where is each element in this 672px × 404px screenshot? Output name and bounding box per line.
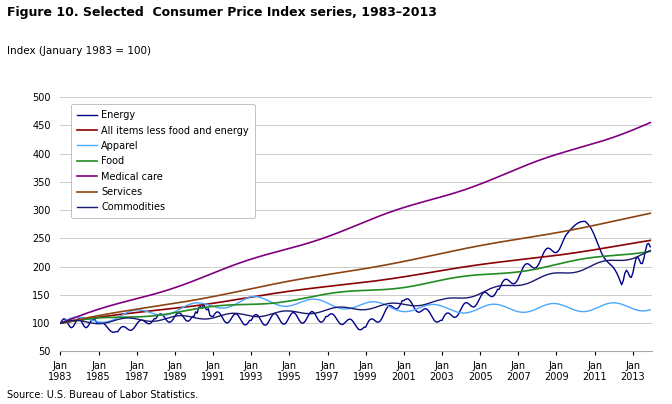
Commodities [95,321,103,326]
Commodities [646,248,655,253]
Energy [491,292,499,297]
Line: Services: Services [60,213,650,323]
Energy [579,219,587,224]
All items less food and energy [255,293,263,298]
Food [153,313,161,318]
Commodities [56,321,65,326]
Apparel [646,307,655,312]
Commodities [257,314,265,319]
Food [255,302,263,307]
Apparel [635,308,643,313]
All items less food and energy [489,261,497,265]
Medical care [357,221,365,226]
Text: Source: U.S. Bureau of Labor Statistics.: Source: U.S. Bureau of Labor Statistics. [7,390,198,400]
Services [357,267,365,272]
Medical care [56,321,65,326]
All items less food and energy [634,240,642,245]
Commodities [635,253,643,258]
Services [489,241,497,246]
Services [131,307,139,312]
Food [56,321,65,326]
Services [646,211,655,216]
Services [634,213,642,218]
Food [646,249,655,254]
Text: Figure 10. Selected  Consumer Price Index series, 1983–2013: Figure 10. Selected Consumer Price Index… [7,6,437,19]
Apparel [251,294,259,299]
All items less food and energy [131,310,139,315]
Line: Food: Food [60,251,650,323]
Energy [646,244,655,249]
Medical care [255,254,263,259]
Apparel [358,302,366,307]
Line: Energy: Energy [60,221,650,332]
Medical care [153,291,161,296]
Medical care [131,297,139,301]
Energy [109,330,117,335]
Food [357,288,365,293]
All items less food and energy [357,280,365,285]
Medical care [634,126,642,130]
Apparel [131,308,139,313]
Food [131,315,139,320]
Commodities [133,317,141,322]
Apparel [491,302,499,307]
All items less food and energy [153,308,161,313]
Text: Index (January 1983 = 100): Index (January 1983 = 100) [7,46,151,57]
Services [153,303,161,308]
Line: All items less food and energy: All items less food and energy [60,240,650,323]
Line: Apparel: Apparel [60,297,650,323]
Apparel [257,295,265,300]
All items less food and energy [56,321,65,326]
Apparel [56,321,65,326]
Line: Commodities: Commodities [60,250,650,324]
Medical care [646,120,655,125]
Apparel [153,312,161,317]
Services [255,285,263,290]
All items less food and energy [646,238,655,243]
Services [56,321,65,326]
Legend: Energy, All items less food and energy, Apparel, Food, Medical care, Services, C: Energy, All items less food and energy, … [71,104,255,218]
Energy [155,312,163,317]
Commodities [155,318,163,323]
Commodities [491,285,499,290]
Energy [636,261,644,266]
Energy [133,322,141,326]
Medical care [489,177,497,181]
Line: Medical care: Medical care [60,123,650,323]
Commodities [358,307,366,312]
Energy [257,318,265,323]
Food [489,271,497,276]
Energy [56,321,65,326]
Food [634,251,642,256]
Energy [358,326,366,331]
